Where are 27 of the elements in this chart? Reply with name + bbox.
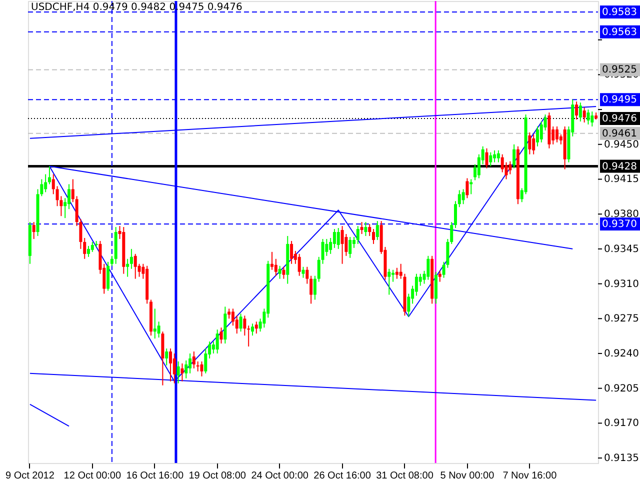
x-tick-label: 31 Oct 08:00	[376, 470, 434, 480]
x-tick-label: 12 Oct 00:00	[64, 470, 122, 480]
x-tick-label: 19 Oct 08:00	[188, 470, 246, 480]
y-tick-label: 0.9205	[604, 383, 639, 394]
x-tick-label: 26 Oct 16:00	[314, 470, 372, 480]
x-tick-label: 9 Oct 2012	[5, 470, 55, 480]
ref-line-label: 0.9525	[602, 64, 637, 76]
y-tick-label: 0.9415	[604, 174, 639, 186]
ref-line-label: 0.9476	[602, 113, 637, 124]
ref-line-label: 0.9428	[602, 161, 637, 172]
y-tick-label: 0.9170	[604, 418, 639, 430]
y-tick-label: 0.9345	[604, 244, 639, 255]
ref-line-label: 0.9583	[602, 6, 637, 18]
y-tick-label: 0.9275	[604, 314, 639, 325]
y-tick-label: 0.9450	[604, 139, 639, 150]
y-tick-label: 0.9310	[604, 278, 639, 290]
ref-line-label: 0.9495	[602, 94, 637, 106]
ref-line-label: 0.9563	[602, 26, 637, 38]
x-tick-label: 5 Nov 00:00	[440, 470, 495, 480]
x-tick-label: 16 Oct 16:00	[126, 470, 184, 480]
ref-line-label: 0.9461	[602, 128, 637, 140]
ref-line-label: 0.9370	[602, 219, 637, 230]
y-tick-label: 0.9135	[604, 453, 639, 464]
y-tick-label: 0.9380	[604, 209, 639, 220]
x-tick-label: 7 Nov 16:00	[502, 470, 558, 480]
y-tick-label: 0.9240	[604, 348, 639, 360]
x-tick-label: 24 Oct 00:00	[251, 470, 309, 480]
